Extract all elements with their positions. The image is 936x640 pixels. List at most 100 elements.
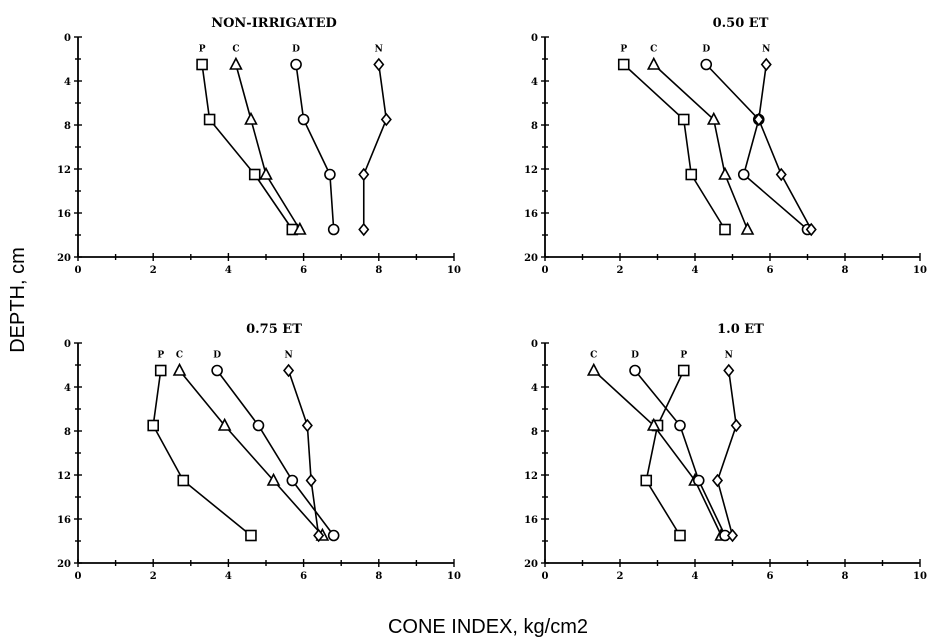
data-point-square: [685, 168, 698, 181]
data-point-square: [203, 113, 216, 126]
y-tick-label: 20: [524, 559, 538, 570]
y-tick-label: 16: [524, 209, 538, 220]
series-c: C: [646, 45, 755, 235]
y-tick-label: 8: [64, 427, 71, 438]
data-point-triangle: [718, 166, 732, 180]
panel-1: NON-IRRIGATED 0 2 4 6 8 10 0 4 8 12 16 20 P C D N: [57, 16, 461, 276]
x-tick-label: 0: [542, 265, 549, 276]
data-point-circle: [290, 58, 302, 71]
series-line: [295, 64, 335, 230]
series-line: [645, 370, 685, 536]
series-c: C: [586, 351, 729, 541]
x-tick-label: 4: [225, 265, 232, 276]
y-tick-label: 16: [524, 515, 538, 526]
series-p: P: [640, 351, 690, 542]
panel-title: 1.0 ET: [717, 322, 764, 337]
series-p: P: [617, 45, 731, 236]
y-axis-title: DEPTH, cm: [7, 247, 29, 353]
x-tick-label: 2: [150, 265, 157, 276]
y-tick-label: 4: [64, 77, 71, 88]
x-tick-label: 6: [300, 571, 307, 582]
data-point-diamond: [726, 528, 739, 543]
data-point-circle: [629, 364, 641, 377]
y-tick-label: 4: [64, 383, 71, 394]
series-p: P: [147, 351, 257, 542]
series-label: P: [680, 351, 687, 361]
x-tick-label: 8: [375, 571, 382, 582]
data-point-triangle: [586, 362, 601, 376]
data-point-circle: [327, 223, 340, 236]
panel-title: 0.75 ET: [246, 322, 302, 337]
data-point-square: [245, 529, 257, 542]
y-tick-label: 16: [57, 209, 71, 220]
panel-title: 0.50 ET: [713, 16, 769, 31]
y-tick-label: 0: [531, 339, 538, 350]
series-line: [216, 370, 335, 536]
y-tick-label: 0: [64, 33, 71, 44]
panel-3: 0.75 ET 0 2 4 6 8 10 0 4 8 12 16 20 P C D N: [57, 322, 461, 582]
x-tick-label: 8: [842, 265, 849, 276]
data-point-circle: [737, 168, 750, 181]
series-label: N: [725, 351, 733, 361]
series-label: D: [213, 351, 221, 361]
x-tick-label: 4: [692, 265, 699, 276]
data-point-square: [674, 529, 686, 542]
data-point-triangle: [293, 221, 307, 235]
series-line: [757, 64, 812, 230]
data-point-diamond: [358, 167, 370, 182]
series-n: N: [358, 45, 392, 237]
data-point-diamond: [805, 222, 817, 237]
series-n: N: [711, 351, 742, 543]
x-axis-title: CONE INDEX, kg/cm2: [388, 616, 588, 638]
data-point-diamond: [730, 418, 742, 433]
x-tick-label: 10: [913, 571, 927, 582]
data-point-triangle: [740, 221, 755, 235]
series-c: C: [172, 351, 330, 541]
data-point-triangle: [217, 417, 232, 431]
x-tick-label: 0: [75, 571, 82, 582]
series-label: P: [199, 45, 206, 55]
x-tick-label: 0: [542, 571, 549, 582]
data-point-circle: [211, 364, 223, 377]
data-point-circle: [324, 168, 336, 181]
y-tick-label: 4: [531, 383, 538, 394]
data-point-diamond: [283, 363, 295, 378]
series-d: D: [629, 351, 731, 542]
data-point-diamond: [753, 112, 765, 127]
data-point-circle: [692, 474, 705, 487]
data-point-triangle: [259, 166, 273, 180]
x-tick-label: 10: [447, 571, 461, 582]
series-n: N: [283, 351, 325, 543]
x-tick-label: 4: [692, 571, 699, 582]
series-line: [623, 63, 726, 230]
data-point-diamond: [711, 473, 724, 488]
data-point-square: [248, 168, 261, 181]
series-line: [653, 63, 749, 230]
series-label: D: [702, 45, 710, 55]
data-point-triangle: [229, 56, 243, 70]
series-label: N: [284, 351, 292, 361]
series-d: D: [290, 45, 340, 236]
data-point-diamond: [301, 418, 313, 433]
data-point-square: [154, 364, 167, 377]
x-tick-label: 8: [375, 265, 382, 276]
series-d: D: [211, 351, 340, 542]
data-point-square: [177, 474, 190, 487]
series-line: [593, 369, 722, 536]
data-point-circle: [286, 474, 299, 487]
panel-2: 0.50 ET 0 2 4 6 8 10 0 4 8 12 16 20 P C D N: [524, 16, 927, 276]
data-point-diamond: [373, 57, 385, 72]
data-point-diamond: [305, 473, 317, 488]
data-point-circle: [297, 113, 310, 126]
data-point-diamond: [775, 167, 787, 182]
data-point-diamond: [313, 528, 325, 543]
x-tick-label: 10: [447, 265, 461, 276]
series-label: C: [650, 45, 657, 55]
data-point-triangle: [646, 417, 661, 431]
series-line: [235, 64, 301, 230]
series-n: N: [753, 45, 817, 237]
series-label: C: [176, 351, 183, 361]
data-point-circle: [252, 419, 265, 432]
series-label: P: [157, 351, 164, 361]
data-point-circle: [700, 58, 713, 71]
